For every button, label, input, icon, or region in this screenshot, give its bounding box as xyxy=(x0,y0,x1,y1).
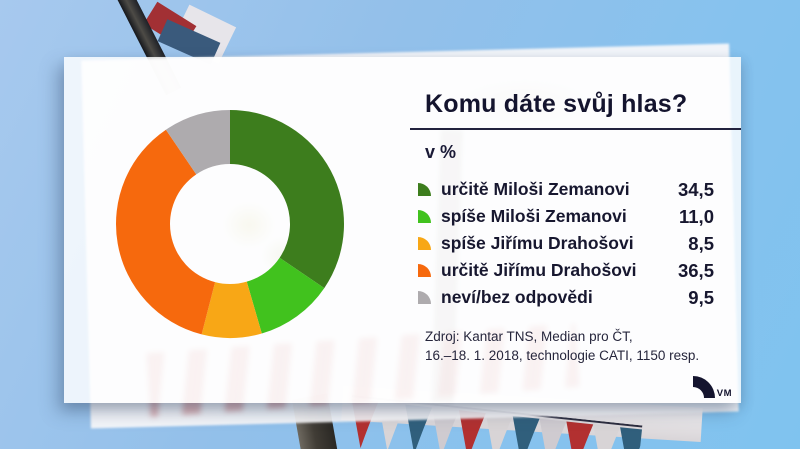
donut-chart xyxy=(100,94,360,354)
legend-row: určitě Miloši Zemanovi 34,5 xyxy=(418,176,714,203)
source-note: Zdroj: Kantar TNS, Median pro ČT, 16.–18… xyxy=(425,327,741,365)
arc-swoosh-icon xyxy=(692,376,715,398)
legend-row: neví/bez odpovědi 9,5 xyxy=(418,284,714,311)
legend-label: spíše Jiřímu Drahošovi xyxy=(441,233,634,253)
banner-flammule xyxy=(620,427,643,449)
source-line-1: Zdroj: Kantar TNS, Median pro ČT, xyxy=(425,329,633,344)
legend-marker xyxy=(418,210,431,223)
panel-content: Komu dáte svůj hlas? v % určitě Miloši Z… xyxy=(410,57,741,365)
legend-marker xyxy=(418,183,431,196)
legend-row: spíše Jiřímu Drahošovi 8,5 xyxy=(418,230,714,257)
poll-panel: Komu dáte svůj hlas? v % určitě Miloši Z… xyxy=(64,57,741,403)
banner-flammule xyxy=(512,415,540,449)
unit-label: v % xyxy=(425,142,457,162)
broadcaster-logo: VM xyxy=(691,376,732,399)
legend-marker xyxy=(418,291,431,304)
legend-marker xyxy=(418,264,431,277)
donut-segment xyxy=(165,110,230,175)
legend-label: neví/bez odpovědi xyxy=(441,287,593,307)
donut-segment xyxy=(230,110,344,289)
donut-segment xyxy=(115,129,216,335)
banner-flammule xyxy=(485,413,513,449)
banner-flammule xyxy=(432,407,459,449)
legend-value: 34,5 xyxy=(677,178,714,200)
legend-value: 9,5 xyxy=(688,286,714,308)
legend-value: 11,0 xyxy=(679,205,714,227)
logo-text: VM xyxy=(716,388,732,399)
banner-flammule xyxy=(458,410,486,449)
legend-row: spíše Miloši Zemanovi 11,0 xyxy=(418,203,714,230)
donut-segment xyxy=(201,281,262,338)
legend-value: 8,5 xyxy=(688,232,714,254)
source-line-2: 16.–18. 1. 2018, technologie CATI, 1150 … xyxy=(425,348,700,363)
legend-row: určitě Jiřímu Drahošovi 36,5 xyxy=(418,257,714,284)
legend: určitě Miloši Zemanovi 34,5 spíše Miloši… xyxy=(418,176,714,311)
legend-marker xyxy=(418,237,431,250)
legend-label: určitě Jiřímu Drahošovi xyxy=(441,260,637,280)
page-title: Komu dáte svůj hlas? xyxy=(425,90,688,118)
legend-label: spíše Miloši Zemanovi xyxy=(441,206,627,226)
title-divider xyxy=(410,128,741,130)
donut-segment xyxy=(246,257,325,334)
banner-flammule xyxy=(539,418,567,449)
legend-label: určitě Miloši Zemanovi xyxy=(441,179,630,199)
legend-value: 36,5 xyxy=(677,259,714,281)
donut-chart-svg xyxy=(115,110,344,338)
banner-flammule xyxy=(566,421,594,449)
